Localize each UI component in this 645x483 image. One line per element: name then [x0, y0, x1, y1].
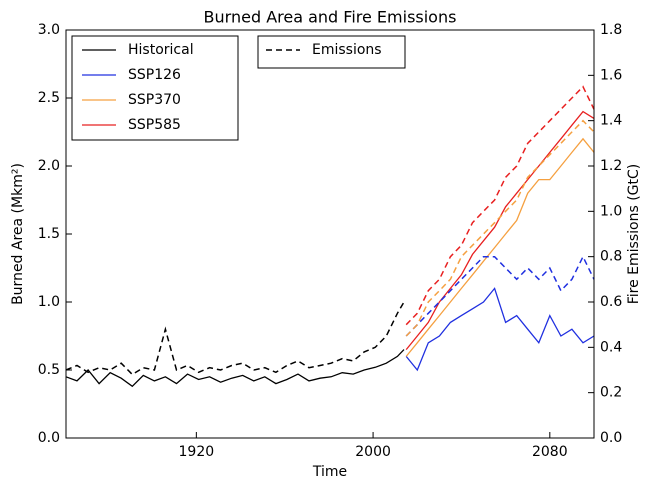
y2-tick-label: 1.0: [600, 203, 622, 219]
x-tick-label: 2080: [532, 444, 568, 460]
legend-label: Emissions: [312, 42, 382, 58]
emissions-line: [405, 85, 595, 326]
y-tick-label: 1.0: [38, 294, 60, 310]
y2-tick-label: 0.4: [600, 339, 622, 355]
emissions-line: [405, 119, 595, 337]
y2-axis-label: Fire Emissions (GtC): [626, 164, 642, 305]
burned-area-line: [405, 110, 595, 351]
legend-label: SSP370: [128, 92, 181, 108]
burned-area-line: [65, 349, 405, 388]
y2-tick-label: 1.2: [600, 158, 622, 174]
x-tick-label: 2000: [355, 444, 391, 460]
y-axis-label: Burned Area (Mkm²): [10, 163, 26, 305]
y2-tick-label: 0.0: [600, 430, 622, 446]
legend-box: [257, 35, 406, 69]
x-tick-label: 1920: [179, 444, 215, 460]
y-tick-label: 2.5: [38, 90, 60, 106]
x-axis-label: Time: [312, 464, 347, 480]
y2-tick-label: 0.6: [600, 294, 622, 310]
legend-box: [71, 35, 239, 141]
y2-tick-label: 0.2: [600, 385, 622, 401]
y2-tick-label: 0.8: [600, 249, 622, 265]
emissions-line: [65, 301, 405, 376]
legend-label: SSP585: [128, 117, 181, 133]
plot-frame: [65, 29, 595, 439]
y-tick-label: 2.0: [38, 158, 60, 174]
y-tick-label: 0.0: [38, 430, 60, 446]
y2-tick-label: 1.4: [600, 113, 622, 129]
legend-label: Historical: [128, 42, 194, 58]
chart-title: Burned Area and Fire Emissions: [204, 8, 457, 27]
emissions-line: [405, 254, 595, 337]
y-tick-label: 3.0: [38, 22, 60, 38]
y2-tick-label: 1.6: [600, 67, 622, 83]
legend-label: SSP126: [128, 67, 181, 83]
y-tick-label: 0.5: [38, 362, 60, 378]
burned-area-line: [405, 137, 595, 357]
burned-area-line: [405, 287, 595, 372]
y-tick-label: 1.5: [38, 226, 60, 242]
y2-tick-label: 1.8: [600, 22, 622, 38]
